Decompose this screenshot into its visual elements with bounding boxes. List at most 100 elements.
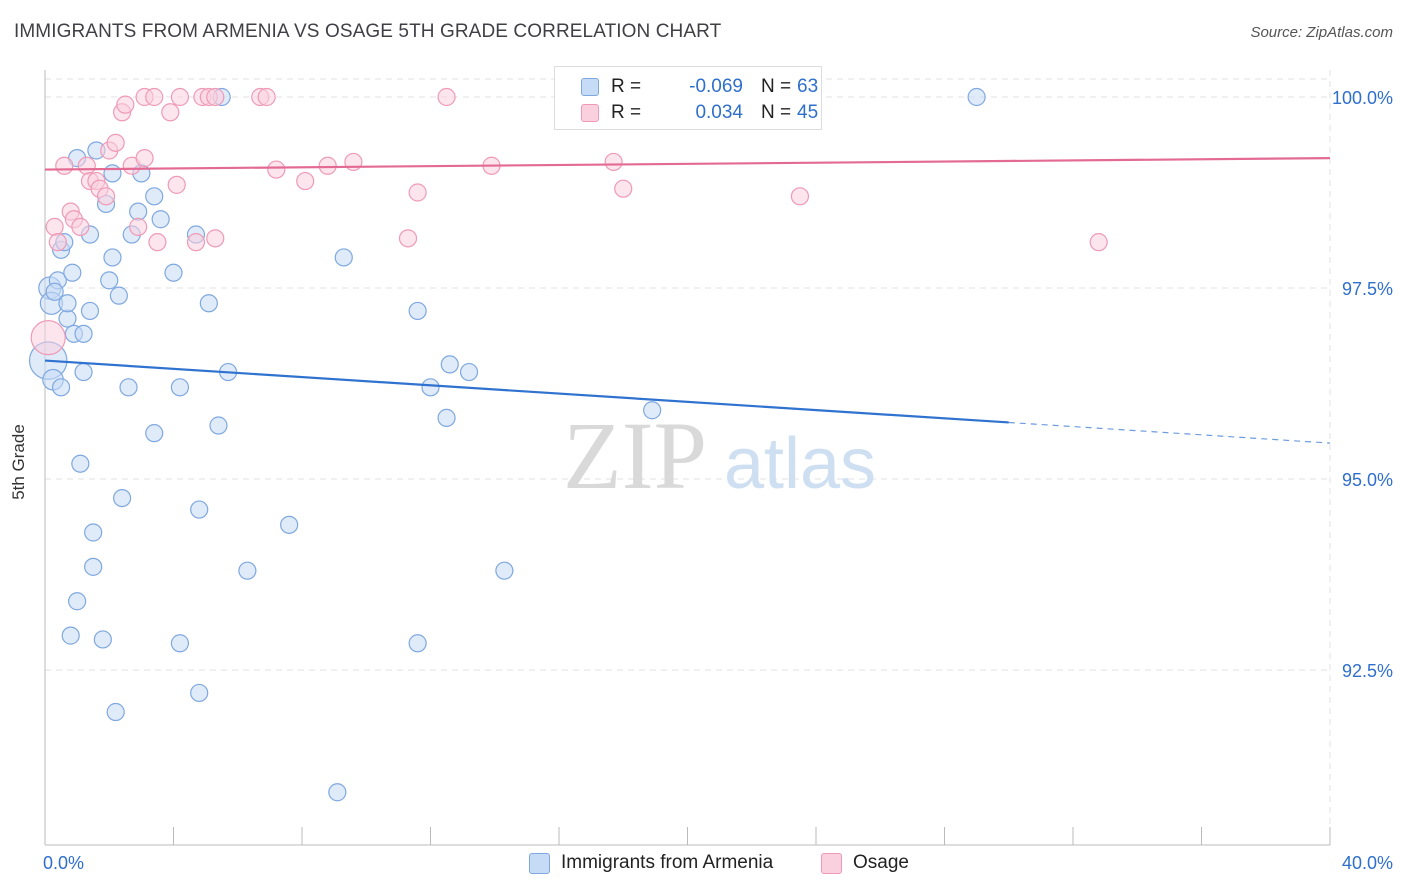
point-armenia xyxy=(199,294,218,313)
legend-r-label: R = xyxy=(611,102,642,123)
point-osage xyxy=(296,171,315,191)
point-osage xyxy=(96,187,116,206)
y-tick-label: 100.0% xyxy=(1332,88,1393,108)
point-osage xyxy=(318,156,337,175)
point-armenia xyxy=(100,271,119,290)
point-armenia xyxy=(170,634,190,653)
point-armenia xyxy=(408,634,427,653)
legend-swatch-blue xyxy=(581,78,599,96)
point-osage xyxy=(257,87,276,107)
point-armenia xyxy=(84,557,103,576)
series-name: Immigrants from Armenia xyxy=(561,852,774,873)
point-osage xyxy=(135,149,154,168)
point-osage xyxy=(206,87,225,107)
point-armenia xyxy=(151,210,170,229)
point-armenia xyxy=(129,202,148,221)
point-osage xyxy=(790,187,810,206)
point-armenia xyxy=(408,301,427,321)
point-armenia xyxy=(84,523,103,542)
point-osage xyxy=(148,233,167,252)
point-armenia xyxy=(51,378,71,397)
legend-n-label: N = xyxy=(761,76,792,97)
point-armenia xyxy=(61,626,80,645)
chart-title: IMMIGRANTS FROM ARMENIA VS OSAGE 5TH GRA… xyxy=(14,21,722,42)
y-tick-label: 95.0% xyxy=(1342,470,1393,490)
point-osage xyxy=(170,87,190,107)
point-osage xyxy=(161,103,180,122)
point-armenia xyxy=(334,248,353,267)
point-armenia xyxy=(109,286,128,305)
legend-r-value: 0.034 xyxy=(695,102,743,123)
legend-swatch-blue xyxy=(529,853,550,874)
legend-r-value: -0.069 xyxy=(689,76,743,97)
point-armenia xyxy=(63,263,82,282)
point-armenia xyxy=(145,424,164,443)
point-armenia xyxy=(967,87,986,107)
point-armenia xyxy=(93,630,112,649)
legend-n-value: 63 xyxy=(797,76,819,97)
point-armenia xyxy=(209,416,228,435)
trend-lines xyxy=(44,157,1331,444)
trend-line-armenia xyxy=(44,359,1009,424)
trend-line-osage xyxy=(44,157,1331,171)
legend-swatch-pink xyxy=(581,104,599,122)
point-osage xyxy=(145,87,164,107)
point-osage xyxy=(30,320,66,356)
y-axis-label: 5th Grade xyxy=(9,424,28,500)
point-armenia xyxy=(459,362,479,382)
x-tick-label: 40.0% xyxy=(1342,853,1393,873)
point-armenia xyxy=(74,324,93,343)
point-armenia xyxy=(119,378,138,397)
axes xyxy=(44,70,1331,846)
point-osage xyxy=(48,233,67,252)
point-armenia xyxy=(280,515,299,534)
point-armenia xyxy=(170,378,190,397)
source-attribution: Source: ZipAtlas.com xyxy=(1250,24,1393,41)
point-osage xyxy=(398,229,418,248)
point-osage xyxy=(1089,233,1108,252)
watermark-zip: ZIP xyxy=(563,402,707,509)
point-osage xyxy=(77,156,96,175)
point-osage xyxy=(106,133,125,152)
point-osage xyxy=(408,183,427,202)
point-armenia xyxy=(643,401,662,420)
point-armenia xyxy=(112,489,132,508)
point-armenia xyxy=(45,282,64,301)
legend-n-label: N = xyxy=(761,102,792,123)
point-osage xyxy=(129,217,148,236)
point-armenia xyxy=(164,263,183,282)
point-armenia xyxy=(440,355,459,374)
point-osage xyxy=(206,229,225,248)
y-tick-label: 92.5% xyxy=(1342,661,1393,681)
point-osage xyxy=(267,160,286,179)
point-osage xyxy=(116,95,135,114)
point-osage xyxy=(55,156,74,175)
series-name: Osage xyxy=(853,852,909,873)
point-armenia xyxy=(58,294,77,313)
point-armenia xyxy=(328,783,347,802)
correlation-legend: R = -0.069 N = 63 R = 0.034 N = 45 xyxy=(554,66,822,130)
point-armenia xyxy=(421,378,440,397)
point-osage xyxy=(45,217,64,236)
point-osage xyxy=(614,179,633,198)
legend-n-value: 45 xyxy=(797,102,819,123)
point-armenia xyxy=(238,561,257,580)
axis-tick-labels: 100.0% 97.5% 95.0% 92.5% 0.0% 40.0% xyxy=(43,88,1393,873)
point-armenia xyxy=(495,561,514,580)
point-armenia xyxy=(80,301,100,321)
point-osage xyxy=(71,217,90,236)
point-armenia xyxy=(71,454,90,473)
point-osage xyxy=(167,175,186,194)
point-armenia xyxy=(68,592,87,611)
point-armenia xyxy=(190,500,209,519)
point-osage xyxy=(186,233,206,252)
point-osage xyxy=(604,152,623,172)
legend-swatch-pink xyxy=(821,853,842,874)
point-osage xyxy=(437,87,456,107)
y-tick-label: 97.5% xyxy=(1342,279,1393,299)
legend-r-label: R = xyxy=(611,76,642,97)
point-armenia xyxy=(190,683,209,703)
point-armenia xyxy=(58,309,77,328)
point-armenia xyxy=(145,187,164,206)
